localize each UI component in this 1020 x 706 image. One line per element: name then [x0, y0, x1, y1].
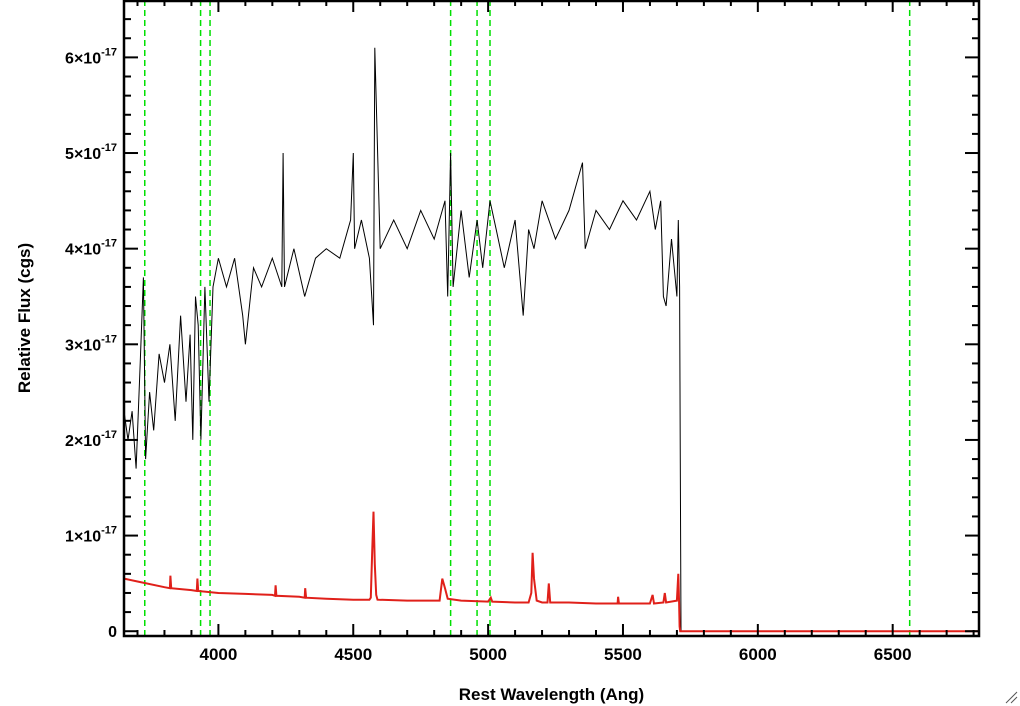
- y-tick-labels: 0 1×10-17 2×10-17 3×10-17 4×10-17 5×10-17 6×10…: [65, 46, 117, 641]
- x-tick-label: 6000: [739, 645, 777, 664]
- y-tick-label: 6×10-17: [65, 46, 117, 67]
- y-tick-label: 3×10-17: [65, 333, 117, 354]
- y-tick-label: 1×10-17: [65, 525, 117, 546]
- y-tick-label: 2×10-17: [65, 429, 117, 450]
- spectrum-series-line: [123, 47, 979, 632]
- x-tick-label: 6500: [874, 645, 912, 664]
- y-axis-label: Relative Flux (cgs): [15, 243, 34, 393]
- axis-ticks: [124, 0, 979, 636]
- x-tick-labels: 4000 4500 5000 5500 6000 6500: [199, 645, 911, 664]
- y-tick-label: 5×10-17: [65, 142, 117, 163]
- x-tick-label: 5500: [604, 645, 642, 664]
- resize-grip-icon[interactable]: [1004, 690, 1018, 704]
- error-series-line: [123, 511, 979, 633]
- plot-frame: [122, 0, 981, 638]
- x-tick-label: 5000: [469, 645, 507, 664]
- y-tick-label: 4×10-17: [65, 238, 117, 259]
- emission-line-markers: [144, 0, 911, 636]
- x-tick-label: 4500: [334, 645, 372, 664]
- series-layer: [123, 47, 979, 633]
- x-axis-label: Rest Wavelength (Ang): [459, 685, 644, 704]
- y-tick-label: 0: [108, 624, 117, 641]
- x-tick-label: 4000: [199, 645, 237, 664]
